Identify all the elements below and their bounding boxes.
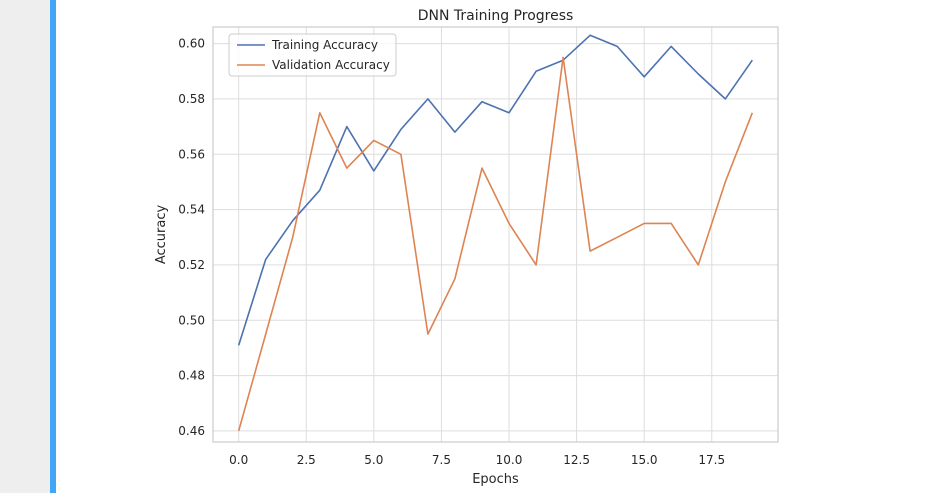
x-tick-label: 5.0 (364, 453, 383, 467)
left-gutter (0, 0, 50, 493)
cell-output-area: 0.0 2.5 5.0 7.5 10.0 12.5 15.0 17.5 0.46 0.48 0.5… (56, 0, 949, 493)
y-tick-labels: 0.46 0.48 0.50 0.52 0.54 0.56 0.58 0.60 (178, 37, 205, 438)
y-axis-label: Accuracy (154, 205, 169, 265)
x-tick-label: 15.0 (631, 453, 658, 467)
y-tick-label: 0.54 (178, 203, 205, 217)
y-tick-label: 0.56 (178, 147, 205, 161)
x-axis-label: Epochs (472, 472, 519, 487)
x-tick-label: 12.5 (563, 453, 590, 467)
x-tick-label: 2.5 (297, 453, 316, 467)
legend: Training Accuracy Validation Accuracy (228, 33, 397, 77)
y-tick-label: 0.58 (178, 92, 205, 106)
training-accuracy-line (237, 34, 753, 346)
chart-title: DNN Training Progress (418, 8, 574, 24)
y-tick-label: 0.48 (178, 369, 205, 383)
y-tick-label: 0.46 (178, 424, 205, 438)
grid-layer (213, 27, 778, 442)
plot-frame (212, 26, 779, 443)
validation-accuracy-line (237, 56, 754, 432)
x-tick-label: 0.0 (229, 453, 248, 467)
cell-accent-bar (50, 0, 56, 493)
x-tick-labels: 0.0 2.5 5.0 7.5 10.0 12.5 15.0 17.5 (229, 453, 725, 467)
y-tick-label: 0.52 (178, 258, 205, 272)
x-tick-label: 10.0 (496, 453, 523, 467)
y-tick-label: 0.50 (178, 313, 205, 327)
x-tick-label: 17.5 (698, 453, 725, 467)
y-tick-label: 0.60 (178, 37, 205, 51)
x-tick-label: 7.5 (432, 453, 451, 467)
chart-figure: 0.0 2.5 5.0 7.5 10.0 12.5 15.0 17.5 0.46 0.48 0.5… (154, 8, 779, 487)
legend-label-validation: Validation Accuracy (272, 58, 390, 72)
legend-box (228, 33, 397, 77)
legend-label-training: Training Accuracy (271, 38, 378, 52)
series-layer (237, 34, 754, 432)
